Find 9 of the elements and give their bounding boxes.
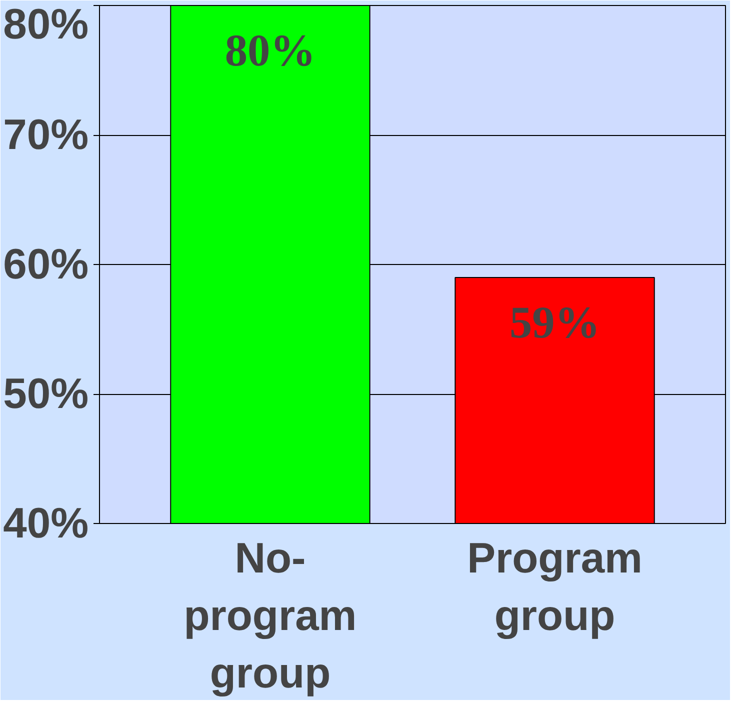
y-tick-label: 80%: [3, 0, 88, 48]
y-tick-label: 40%: [3, 500, 88, 548]
y-tick-label: 50%: [3, 370, 88, 418]
y-tick-label: 60%: [3, 240, 88, 288]
x-tick-label: Program group: [467, 534, 642, 640]
y-tick-label: 70%: [3, 111, 88, 159]
data-label: 80%: [224, 26, 316, 76]
x-tick-label: No-program group: [184, 534, 357, 698]
data-label: 59%: [509, 297, 600, 348]
